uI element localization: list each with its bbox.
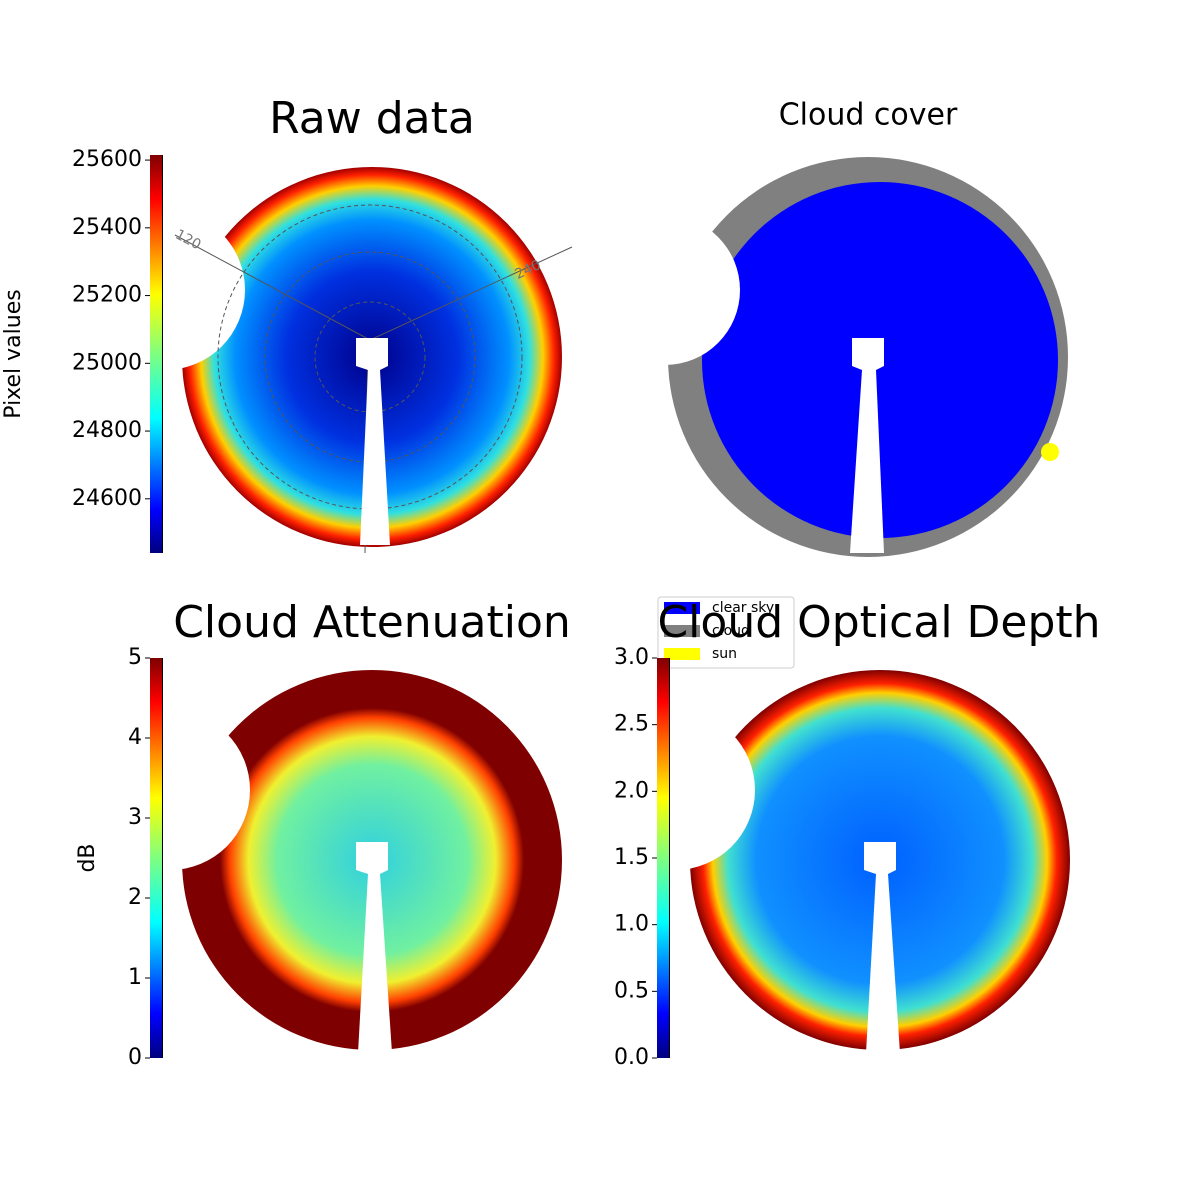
colorbar-tick-label: 3.0 (614, 645, 649, 670)
panel-title: Cloud Optical Depth (657, 597, 1100, 648)
colorbar-tick-label: 5 (128, 645, 142, 670)
panel-title: Raw data (269, 93, 475, 144)
colorbar-tick-label: 3 (128, 805, 142, 830)
colorbar-tick-label: 0.0 (614, 1045, 649, 1070)
colorbar-tick-label: 2.0 (614, 778, 649, 803)
colorbar-tick-label: 24600 (72, 486, 142, 511)
colorbar-tick-label: 4 (128, 725, 142, 750)
colorbar-tick-label: 0.5 (614, 978, 649, 1003)
colorbar (150, 155, 162, 553)
colorbar-tick-label: 25200 (72, 283, 142, 308)
colorbar (657, 658, 669, 1058)
colorbar-tick-label: 24800 (72, 418, 142, 443)
legend-patch (664, 625, 700, 637)
colorbar-tick-label: 25000 (72, 350, 142, 375)
colorbar-frame (162, 658, 163, 1058)
attenuation-image (90, 670, 562, 1053)
colorbar-label: dB (75, 843, 100, 872)
legend-patch (664, 602, 700, 614)
raw-image (85, 167, 573, 554)
legend-label: sun (712, 646, 737, 662)
legend-patch (664, 648, 700, 660)
colorbar-tick-label: 2 (128, 885, 142, 910)
optical-depth-image (595, 670, 1070, 1053)
colorbar-tick-label: 1.5 (614, 845, 649, 870)
colorbar-tick-label: 1 (128, 965, 142, 990)
panel-title: Cloud cover (779, 98, 958, 133)
colorbar-tick-label: 1.0 (614, 912, 649, 937)
panel-title: Cloud Attenuation (173, 597, 571, 648)
colorbar-tick-label: 2.5 (614, 712, 649, 737)
colorbar-tick-label: 25400 (72, 215, 142, 240)
colorbar-label: Pixel values (1, 289, 26, 418)
colorbar-tick-label: 0 (128, 1045, 142, 1070)
colorbar-tick-label: 25600 (72, 147, 142, 172)
legend-label: clear sky (712, 600, 774, 616)
legend-label: cloud (712, 623, 750, 639)
cloud-cover-image (590, 157, 1068, 557)
colorbar (150, 658, 162, 1058)
colorbar-frame (669, 658, 670, 1058)
colorbar-frame (162, 155, 163, 553)
